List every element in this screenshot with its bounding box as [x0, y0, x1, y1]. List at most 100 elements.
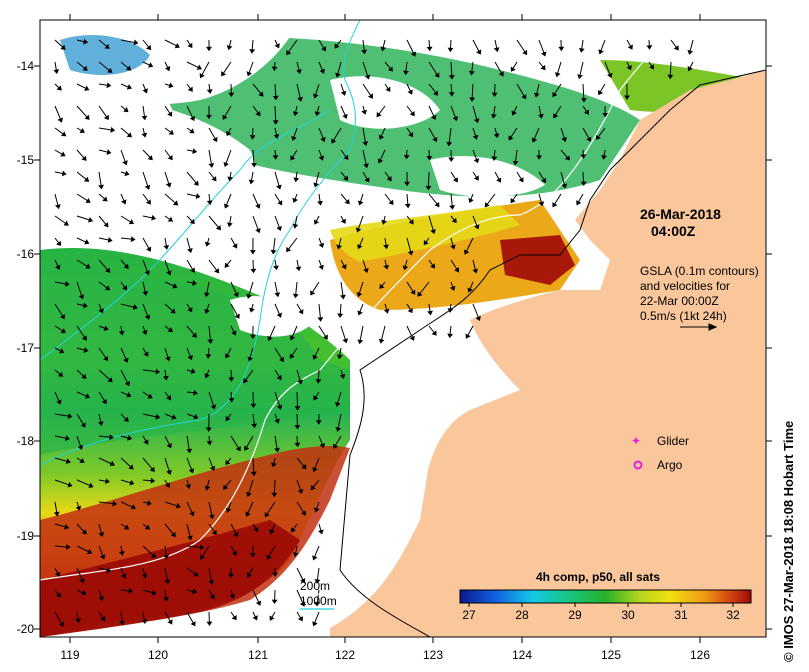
velocity-arrow-head: [65, 458, 71, 464]
velocity-arrow-head: [301, 464, 307, 470]
velocity-arrow-head: [276, 312, 282, 318]
velocity-arrow-head: [187, 42, 193, 49]
velocity-arrow-head: [170, 308, 176, 314]
velocity-arrow-head: [55, 264, 61, 270]
velocity-arrow-head: [321, 46, 327, 52]
velocity-arrow-head: [312, 354, 318, 360]
velocity-arrow-head: [225, 415, 231, 422]
velocity-arrow-head: [100, 615, 106, 622]
sst-field-hot-core: [40, 520, 300, 637]
velocity-arrow-head: [190, 368, 196, 374]
sst-field-east-hot: [500, 235, 575, 285]
velocity-arrow-head: [318, 264, 324, 270]
velocity-arrow-head: [166, 443, 172, 449]
velocity-arrow-head: [249, 553, 256, 558]
velocity-arrow-head: [234, 313, 240, 319]
gsla-note-line: and velocities for: [640, 279, 730, 293]
velocity-arrow-head: [473, 175, 479, 181]
velocity-arrow-head: [410, 51, 416, 57]
velocity-arrow-head: [510, 197, 516, 204]
velocity-arrow-head: [56, 85, 62, 91]
velocity-arrow-head: [85, 197, 91, 203]
velocity-arrow-head: [292, 223, 299, 229]
velocity-arrow-head: [233, 531, 239, 538]
velocity-arrow-head: [383, 264, 390, 270]
velocity-arrow-head: [206, 114, 212, 120]
velocity-arrow-head: [132, 304, 138, 310]
velocity-arrow-head: [203, 292, 210, 298]
velocity-arrow-head: [312, 466, 318, 473]
velocity-arrow-head: [248, 179, 255, 185]
velocity-arrow-head: [521, 94, 527, 100]
velocity-arrow-head: [315, 420, 322, 425]
velocity-arrow-head: [344, 199, 350, 205]
colorbar-tick: 28: [515, 608, 529, 622]
velocity-arrow-head: [247, 356, 254, 362]
velocity-arrow-head: [432, 136, 438, 143]
velocity-arrow-head: [577, 74, 583, 80]
velocity-arrow-head: [56, 399, 62, 405]
velocity-arrow-head: [491, 92, 498, 98]
velocity-arrow-head: [276, 374, 282, 381]
velocity-arrow-head: [267, 335, 273, 342]
velocity-arrow-head: [468, 70, 475, 76]
velocity-arrow-head: [123, 263, 129, 269]
velocity-arrow-head: [64, 523, 70, 530]
velocity-arrow-head: [119, 620, 126, 626]
velocity-arrow-head: [294, 424, 301, 430]
velocity-arrow-head: [264, 512, 270, 518]
velocity-arrow-head: [209, 593, 215, 600]
velocity-arrow-head: [449, 285, 456, 291]
velocity-arrow-head: [484, 202, 490, 208]
velocity-arrow-head: [147, 393, 153, 399]
glider-label: Glider: [657, 434, 689, 448]
velocity-arrow-head: [130, 236, 136, 243]
y-tick-label: -19: [17, 529, 35, 543]
velocity-arrow-head: [228, 377, 235, 382]
velocity-arrow-head: [101, 398, 107, 405]
velocity-arrow-head: [226, 45, 233, 51]
velocity-arrow-head: [210, 404, 217, 410]
velocity-arrow-head: [314, 111, 321, 117]
velocity-arrow-head: [60, 44, 66, 50]
velocity-arrow-head: [98, 184, 104, 190]
velocity-arrow-head: [250, 268, 257, 274]
velocity-arrow-head: [87, 548, 93, 555]
cloud-patch: [230, 296, 315, 337]
x-tick-label: 121: [248, 648, 268, 662]
velocity-arrow-head: [147, 62, 154, 68]
velocity-arrow-head: [98, 308, 104, 314]
velocity-arrow-head: [423, 239, 429, 246]
velocity-arrow-head: [317, 317, 324, 322]
velocity-arrow-head: [193, 413, 199, 420]
velocity-arrow-head: [214, 268, 220, 274]
velocity-arrow-head: [273, 134, 280, 139]
velocity-arrow-head: [60, 328, 66, 334]
velocity-arrow-head: [312, 555, 318, 561]
velocity-arrow-head: [446, 141, 453, 147]
velocity-arrow-head: [193, 389, 198, 396]
velocity-arrow-head: [191, 332, 197, 338]
x-tick-label: 125: [601, 648, 621, 662]
colorbar-tick: 27: [462, 608, 476, 622]
velocity-arrow-head: [266, 554, 272, 560]
velocity-arrow-head: [255, 203, 261, 209]
velocity-arrow-head: [99, 554, 106, 560]
velocity-arrow-head: [81, 373, 87, 379]
velocity-arrow-head: [403, 70, 409, 76]
velocity-arrow-head: [340, 90, 347, 96]
velocity-arrow-head: [143, 351, 149, 357]
velocity-arrow-head: [67, 413, 73, 419]
velocity-arrow-head: [204, 485, 211, 491]
velocity-arrow-head: [286, 246, 292, 253]
velocity-arrow-head: [166, 395, 172, 401]
velocity-arrow-head: [511, 110, 517, 116]
velocity-arrow-head: [301, 510, 306, 516]
velocity-arrow-head: [273, 265, 279, 271]
velocity-arrow-head: [313, 395, 319, 401]
velocity-arrow-head: [342, 338, 349, 344]
velocity-arrow-head: [387, 66, 393, 72]
colorbar-tick: 31: [674, 608, 688, 622]
velocity-arrow-head: [402, 265, 409, 271]
velocity-arrow-head: [356, 292, 363, 298]
